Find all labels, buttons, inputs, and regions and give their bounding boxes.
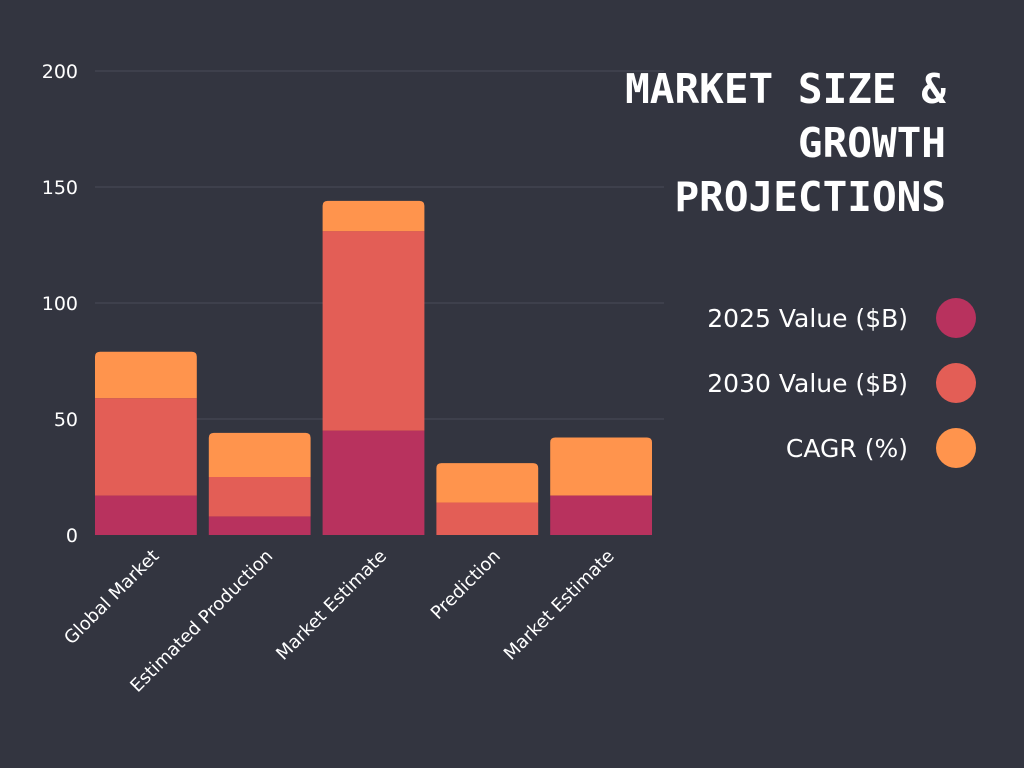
legend-swatch bbox=[936, 428, 976, 468]
bar-cagr bbox=[322, 200, 425, 232]
x-tick-label: Market Estimate bbox=[500, 546, 619, 665]
legend-swatch bbox=[936, 363, 976, 403]
y-tick-label: 0 bbox=[66, 525, 78, 547]
bar-2025-value-b bbox=[95, 495, 197, 535]
bar-cagr bbox=[550, 437, 652, 496]
bar-2025-value-b bbox=[322, 430, 425, 535]
legend-item-2030-value: 2030 Value ($B) bbox=[576, 361, 976, 405]
x-tick-label: Prediction bbox=[427, 546, 505, 624]
legend-label: CAGR (%) bbox=[785, 433, 908, 463]
legend-item-2025-value: 2025 Value ($B) bbox=[576, 296, 976, 340]
legend: 2025 Value ($B) 2030 Value ($B) CAGR (%) bbox=[576, 296, 976, 491]
bar-cagr bbox=[436, 463, 539, 503]
y-tick-label: 150 bbox=[42, 177, 78, 199]
legend-item-cagr: CAGR (%) bbox=[576, 426, 976, 470]
y-tick-label: 50 bbox=[54, 409, 78, 431]
bars bbox=[95, 200, 652, 535]
legend-label: 2025 Value ($B) bbox=[707, 303, 908, 333]
bar-2030-value-b bbox=[436, 502, 539, 535]
bar-2030-value-b bbox=[95, 398, 197, 496]
x-tick-label: Global Market bbox=[60, 546, 163, 649]
legend-swatch bbox=[936, 298, 976, 338]
bar-2030-value-b bbox=[322, 231, 425, 431]
bar-2025-value-b bbox=[550, 495, 652, 535]
bar-cagr bbox=[208, 432, 311, 477]
chart-title: MARKET SIZE & GROWTH PROJECTIONS bbox=[625, 65, 946, 221]
y-axis-ticks: 0 50 100 150 200 bbox=[42, 61, 78, 547]
bar-cagr bbox=[95, 351, 197, 399]
y-tick-label: 100 bbox=[42, 293, 78, 315]
bar-2025-value-b bbox=[208, 516, 311, 535]
x-tick-label: Market Estimate bbox=[272, 546, 391, 665]
bar-2030-value-b bbox=[208, 477, 311, 517]
y-tick-label: 200 bbox=[42, 61, 78, 83]
legend-label: 2030 Value ($B) bbox=[707, 368, 908, 398]
